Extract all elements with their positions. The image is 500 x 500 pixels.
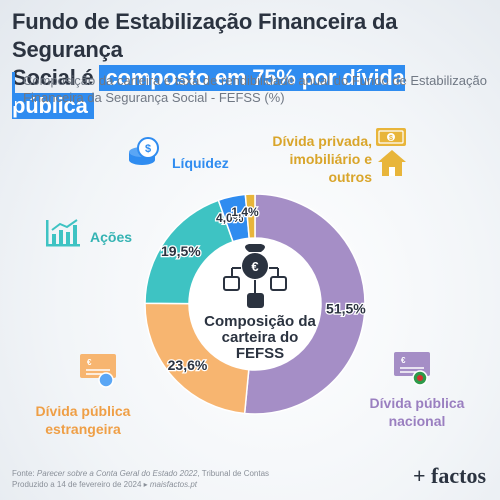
value-label: 23,6% xyxy=(168,357,208,373)
produced-line: Produzido a 14 de fevereiro de 2024 ▸ ma… xyxy=(12,480,198,489)
svg-text:€: € xyxy=(87,358,92,367)
source-line: Fonte: Parecer sobre a Conta Geral do Es… xyxy=(12,469,270,478)
center-label: Composição da carteira do FEFSS xyxy=(204,313,316,362)
value-label: 19,5% xyxy=(161,243,201,259)
category-label-divida-publica-estrangeira: Dívida pública estrangeira xyxy=(35,403,131,437)
org-chart-icon: € xyxy=(223,244,287,308)
value-label: 1,4% xyxy=(231,205,259,219)
house-icon xyxy=(378,150,406,176)
brand-logo: + factos xyxy=(412,463,486,488)
svg-text:$: $ xyxy=(389,135,393,142)
title-line-2: Social é composto em 75% por dívida públ… xyxy=(12,64,492,120)
category-label-liquidez: Líquidez xyxy=(172,155,229,171)
svg-text:$: $ xyxy=(145,143,151,155)
certificate-icon: € xyxy=(80,354,116,388)
value-label: 4,0% xyxy=(216,211,244,225)
bar-chart-icon xyxy=(46,219,80,247)
coins-icon: $ xyxy=(129,137,159,165)
title-plain: Social é xyxy=(12,65,94,90)
svg-text:€: € xyxy=(401,356,406,365)
certificate-icon: € xyxy=(394,352,430,386)
donut-slices xyxy=(144,193,366,415)
svg-text:€: € xyxy=(251,259,258,274)
page-title: Fundo de Estabilização Financeira da Seg… xyxy=(12,8,492,120)
value-labels: 51,5% 23,6% 19,5% 4,0%1,4% xyxy=(160,204,368,374)
category-label-divida-privada: Dívida privada, imobiliário e outros xyxy=(272,133,372,185)
title-line-1: Fundo de Estabilização Financeira da Seg… xyxy=(12,9,398,62)
category-label-acoes: Ações xyxy=(90,229,133,245)
category-label-divida-publica-nacional: Dívida pública nacional xyxy=(369,395,465,429)
value-label: 51,5% xyxy=(326,300,366,316)
source-footer: Fonte: Parecer sobre a Conta Geral do Es… xyxy=(12,468,269,490)
banknote-icon: $ xyxy=(376,128,406,146)
subtitle: Composição da carteira e taxa de rendibi… xyxy=(12,72,493,106)
